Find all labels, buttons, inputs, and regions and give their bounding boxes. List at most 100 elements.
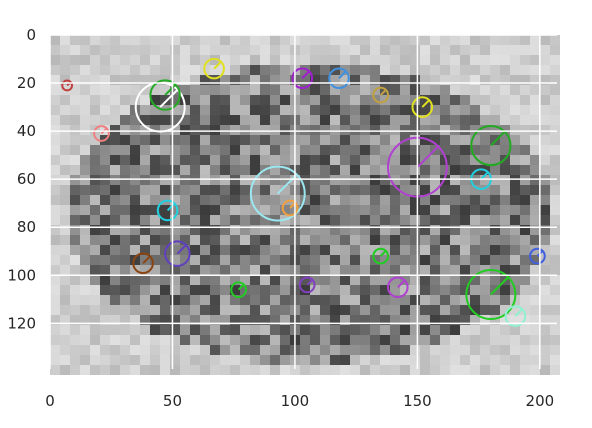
image-pixel-block bbox=[70, 65, 80, 75]
image-pixel-block bbox=[480, 305, 490, 315]
image-pixel-block bbox=[200, 295, 210, 305]
image-pixel-block bbox=[490, 295, 500, 305]
image-pixel-block bbox=[390, 45, 400, 55]
image-pixel-block bbox=[470, 85, 480, 95]
image-pixel-block bbox=[410, 45, 420, 55]
image-pixel-block bbox=[420, 365, 430, 375]
image-pixel-block bbox=[310, 365, 320, 375]
image-pixel-block bbox=[240, 165, 250, 175]
image-pixel-block bbox=[240, 155, 250, 165]
image-pixel-block bbox=[460, 275, 470, 285]
image-pixel-block bbox=[250, 225, 260, 235]
image-pixel-block bbox=[500, 75, 510, 85]
image-pixel-block bbox=[70, 205, 80, 215]
image-pixel-block bbox=[260, 205, 270, 215]
image-pixel-block bbox=[550, 55, 560, 65]
image-pixel-block bbox=[220, 235, 230, 245]
image-pixel-block bbox=[50, 195, 60, 205]
keypoint-marker bbox=[132, 252, 154, 275]
image-pixel-block bbox=[360, 255, 370, 265]
image-pixel-block bbox=[430, 315, 440, 325]
image-pixel-block bbox=[440, 35, 450, 45]
image-pixel-block bbox=[320, 165, 330, 175]
image-pixel-block bbox=[250, 285, 260, 295]
image-pixel-block bbox=[150, 145, 160, 155]
image-pixel-block bbox=[360, 365, 370, 375]
image-pixel-block bbox=[80, 195, 90, 205]
image-pixel-block bbox=[170, 155, 180, 165]
image-pixel-block bbox=[370, 215, 380, 225]
image-pixel-block bbox=[350, 225, 360, 235]
keypoint-orientation bbox=[166, 202, 176, 212]
image-pixel-block bbox=[260, 225, 270, 235]
image-pixel-block bbox=[60, 35, 70, 45]
image-pixel-block bbox=[350, 345, 360, 355]
image-pixel-block bbox=[190, 135, 200, 145]
image-pixel-block bbox=[50, 255, 60, 265]
image-pixel-block bbox=[140, 295, 150, 305]
image-pixel-block bbox=[330, 125, 340, 135]
image-pixel-block bbox=[80, 295, 90, 305]
image-pixel-block bbox=[520, 45, 530, 55]
image-pixel-block bbox=[260, 45, 270, 55]
image-pixel-block bbox=[530, 65, 540, 75]
image-pixel-block bbox=[420, 145, 430, 155]
image-pixel-block bbox=[100, 305, 110, 315]
keypoint-orientation bbox=[514, 308, 523, 317]
image-pixel-block bbox=[180, 155, 190, 165]
image-pixel-block bbox=[100, 345, 110, 355]
image-pixel-block bbox=[460, 165, 470, 175]
image-pixel-block bbox=[480, 125, 490, 135]
image-pixel-block bbox=[480, 195, 490, 205]
image-pixel-block bbox=[540, 245, 550, 255]
image-pixel-block bbox=[240, 115, 250, 125]
image-pixel-block bbox=[240, 95, 250, 105]
keypoint-marker bbox=[249, 165, 306, 222]
image-pixel-block bbox=[130, 35, 140, 45]
image-pixel-block bbox=[280, 85, 290, 95]
image-pixel-block bbox=[440, 255, 450, 265]
image-pixel-block bbox=[280, 135, 290, 145]
image-pixel-block bbox=[340, 345, 350, 355]
image-pixel-block bbox=[350, 185, 360, 195]
image-pixel-block bbox=[460, 265, 470, 275]
image-pixel-block bbox=[270, 155, 280, 165]
image-pixel-block bbox=[270, 355, 280, 365]
image-pixel-block bbox=[120, 125, 130, 135]
image-pixel-block bbox=[250, 165, 260, 175]
image-pixel-block bbox=[540, 165, 550, 175]
image-pixel-block bbox=[340, 195, 350, 205]
image-pixel-block bbox=[160, 365, 170, 375]
image-pixel-block bbox=[470, 255, 480, 265]
image-pixel-block bbox=[280, 355, 290, 365]
image-pixel-block bbox=[50, 75, 60, 85]
image-pixel-block bbox=[510, 125, 520, 135]
image-pixel-block bbox=[320, 85, 330, 95]
image-pixel-block bbox=[420, 265, 430, 275]
image-pixel-block bbox=[330, 235, 340, 245]
image-pixel-block bbox=[220, 145, 230, 155]
image-pixel-block bbox=[430, 165, 440, 175]
image-pixel-block bbox=[250, 65, 260, 75]
image-pixel-block bbox=[230, 45, 240, 55]
image-pixel-block bbox=[450, 275, 460, 285]
image-pixel-block bbox=[270, 225, 280, 235]
image-pixel-block bbox=[90, 355, 100, 365]
image-pixel-block bbox=[130, 255, 140, 265]
image-pixel-block bbox=[70, 215, 80, 225]
image-pixel-block bbox=[340, 185, 350, 195]
image-pixel-block bbox=[270, 145, 280, 155]
image-pixel-block bbox=[450, 185, 460, 195]
image-pixel-block bbox=[460, 175, 470, 185]
image-pixel-block bbox=[510, 315, 520, 325]
image-pixel-block bbox=[370, 55, 380, 65]
image-pixel-block bbox=[90, 205, 100, 215]
image-pixel-block bbox=[390, 85, 400, 95]
image-pixel-block bbox=[200, 335, 210, 345]
image-pixel-block bbox=[530, 175, 540, 185]
image-pixel-block bbox=[200, 355, 210, 365]
image-pixel-block bbox=[550, 225, 560, 235]
image-pixel-block bbox=[460, 335, 470, 345]
image-pixel-block bbox=[130, 115, 140, 125]
image-pixel-block bbox=[200, 205, 210, 215]
